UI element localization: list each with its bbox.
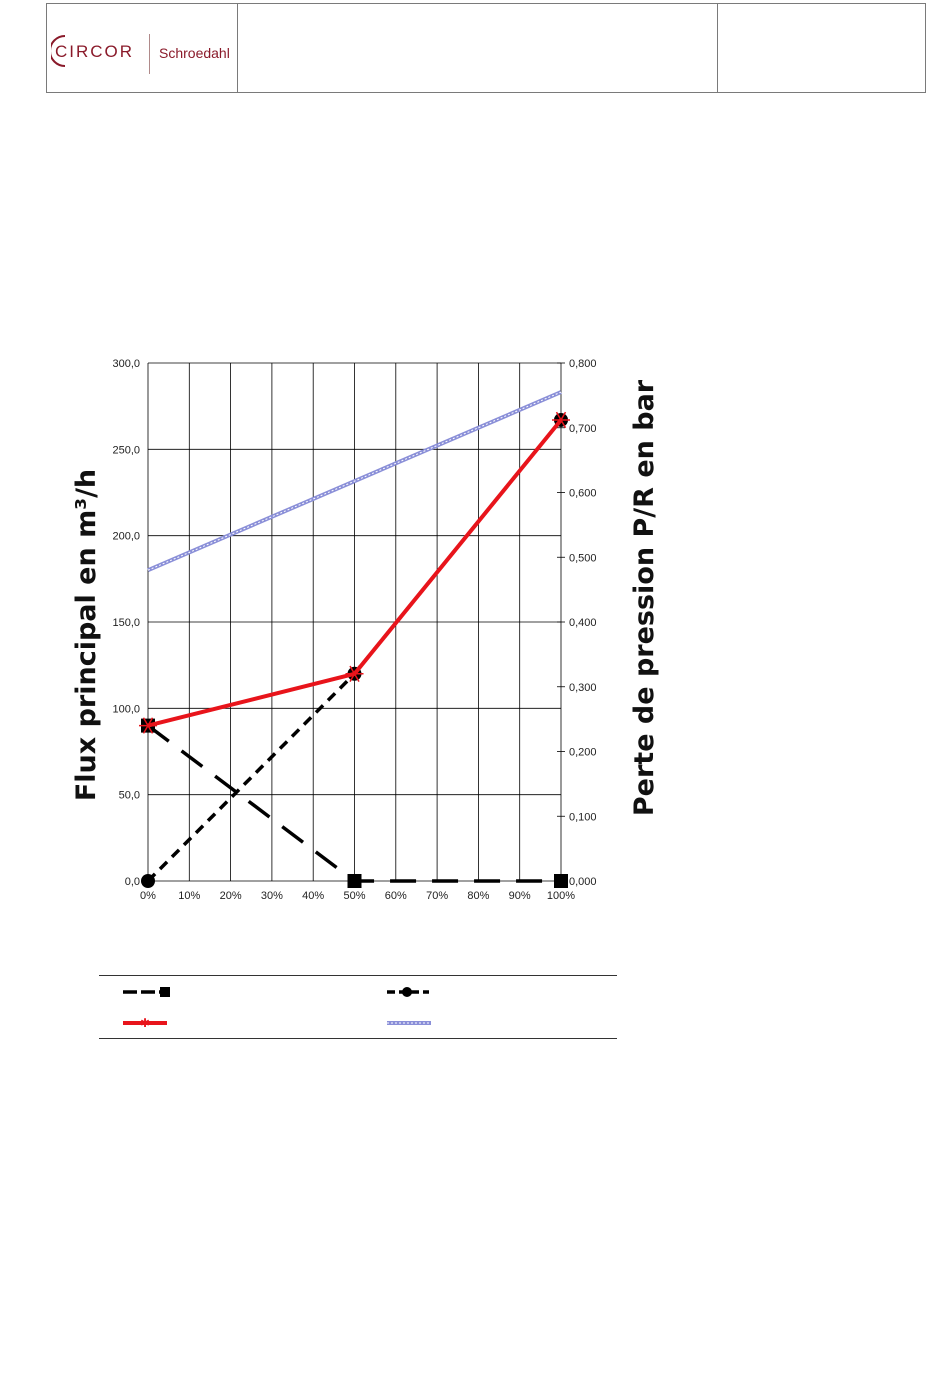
chart-legend: ✱ [99,975,617,1039]
y2-tick-label: 0,200 [569,747,597,759]
x-tick-label: 30% [261,890,283,902]
star-stroke [142,717,154,734]
x-tick-label: 20% [220,890,242,902]
y2-tick-label: 0,000 [569,876,597,888]
y-tick-label: 200,0 [112,531,140,543]
star-stroke [555,411,567,429]
x-tick-label: 0% [140,890,156,902]
logo-divider [149,34,150,74]
legend-marker-blue-line [387,1021,431,1025]
y-axis-title: Flux principal en m³/h [71,469,102,801]
y-tick-label: 100,0 [112,703,140,715]
x-tick-label: 10% [178,890,200,902]
y2-tick-label: 0,300 [569,682,597,694]
y2-tick-label: 0,600 [569,488,597,500]
x-tick-label: 40% [302,890,324,902]
series-line-pressure-texture [147,391,562,571]
y2-axis-ticks: 0,000 0,100 0,200 0,300 0,400 0,500 0,600 0,700… [557,358,597,888]
y2-tick-label: 0,400 [569,617,597,629]
y-tick-label: 300,0 [112,358,140,370]
data-point-star [552,411,570,429]
data-point-circle [141,874,155,888]
y2-tick-label: 0,100 [569,811,597,823]
legend-marker-red-star: ✱ [123,1016,167,1030]
y2-tick-label: 0,800 [569,358,597,370]
y2-axis-title: Perte de pression P/R en bar [629,379,660,816]
x-tick-label: 100% [547,890,575,902]
x-tick-label: 50% [343,890,365,902]
x-axis-ticks: 0% 10% 20% 30% 40% 50% 60% 70% 80% 90% 100% [140,890,575,902]
legend-marker-square-dash [123,987,170,997]
y-tick-label: 0,0 [125,876,140,888]
logo-subtitle: Schroedahl [159,45,230,61]
data-point-square [347,874,362,888]
circor-logo-arc-icon [51,35,66,67]
logo-brand: CIRCOR [55,42,135,61]
y2-tick-label: 0,500 [569,552,597,564]
y-tick-label: 250,0 [112,444,140,456]
y2-tick-label: 0,700 [569,423,597,435]
x-tick-label: 90% [509,890,531,902]
chart-grid [147,362,562,882]
data-point-square [554,874,568,888]
header-center-cell [237,4,718,92]
x-tick-label: 70% [426,890,448,902]
y-tick-label: 150,0 [112,617,140,629]
x-tick-label: 80% [467,890,489,902]
logo-cell: CIRCOR Schroedahl [47,4,238,92]
document-header: CIRCOR Schroedahl [46,3,926,93]
data-point-star [345,665,364,682]
svg-text:✱: ✱ [140,1016,150,1030]
series-layer [139,390,570,888]
data-point-star [139,717,157,734]
y-axis-ticks: 0,0 50,0 100,0 150,0 200,0 250,0 300,0 [112,358,140,888]
legend-marker-circle-dash [387,987,429,997]
x-tick-label: 60% [385,890,407,902]
y-tick-label: 50,0 [119,790,140,802]
star-stroke [349,665,360,682]
